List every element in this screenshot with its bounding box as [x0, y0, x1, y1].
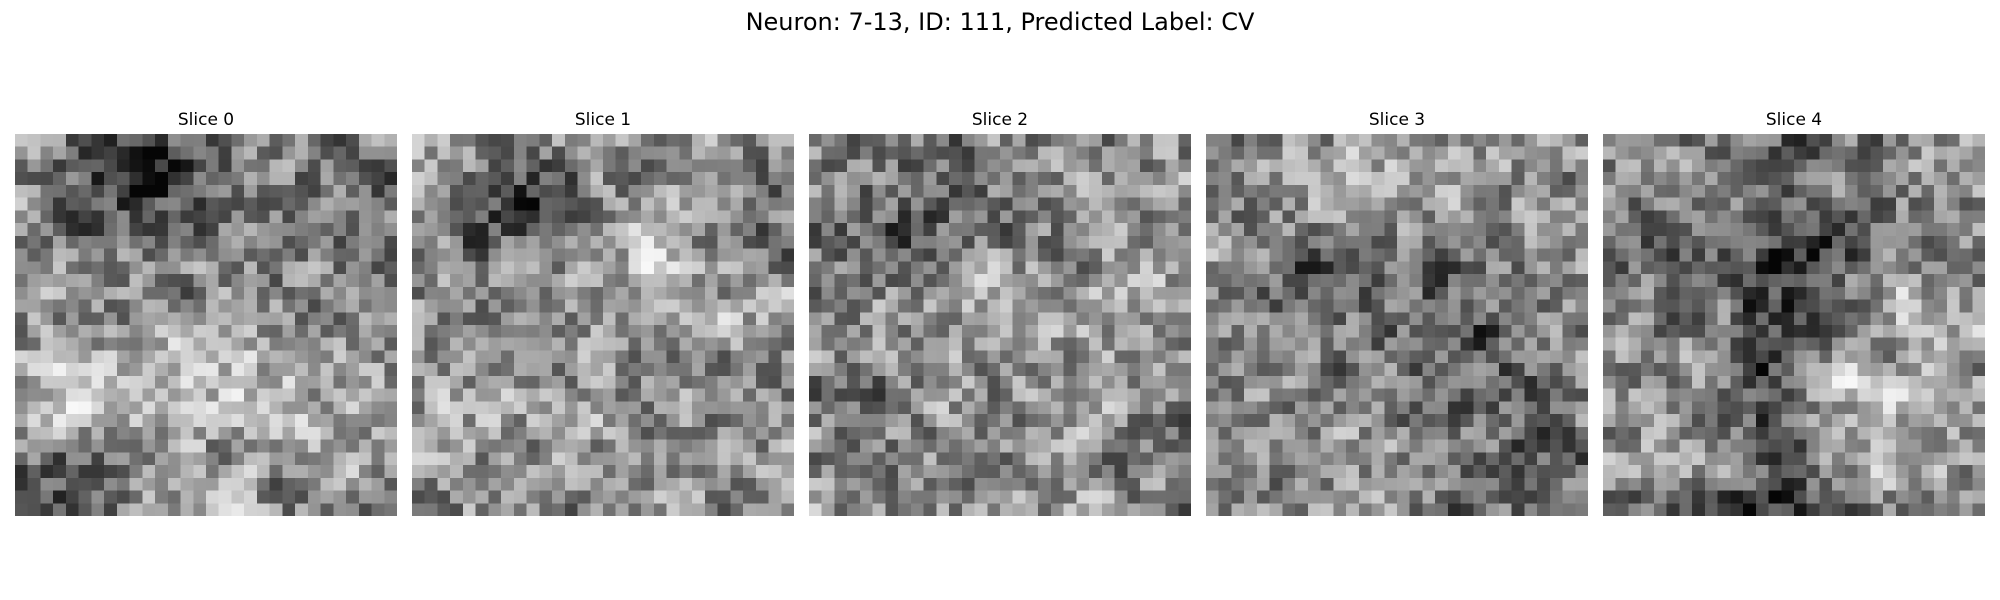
slice-title: Slice 1 [574, 110, 632, 130]
figure-title: Neuron: 7-13, ID: 111, Predicted Label: … [745, 8, 1255, 36]
slice-title: Slice 4 [1765, 110, 1823, 130]
slice-panel: Slice 2 [809, 108, 1191, 516]
slice-panel: Slice 1 [412, 108, 794, 516]
slice-image [1603, 134, 1985, 516]
slice-image [809, 134, 1191, 516]
slice-image [1206, 134, 1588, 516]
slice-panel: Slice 3 [1206, 108, 1588, 516]
slice-title: Slice 2 [971, 110, 1029, 130]
slice-title: Slice 3 [1368, 110, 1426, 130]
slice-panel: Slice 0 [15, 108, 397, 516]
slice-image [15, 134, 397, 516]
slice-title: Slice 0 [177, 110, 235, 130]
slice-panel: Slice 4 [1603, 108, 1985, 516]
slice-image [412, 134, 794, 516]
